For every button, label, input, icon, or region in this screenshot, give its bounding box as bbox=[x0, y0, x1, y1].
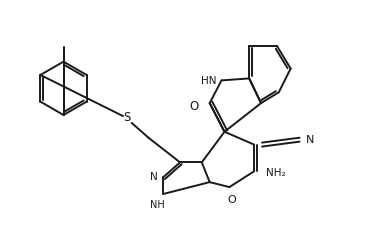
Text: O: O bbox=[189, 100, 198, 112]
Text: O: O bbox=[227, 195, 236, 205]
Text: HN: HN bbox=[201, 76, 216, 86]
Text: N: N bbox=[149, 172, 157, 182]
Text: S: S bbox=[123, 111, 130, 124]
Text: NH₂: NH₂ bbox=[266, 168, 286, 178]
Text: N: N bbox=[305, 135, 314, 145]
Text: NH: NH bbox=[150, 200, 165, 210]
